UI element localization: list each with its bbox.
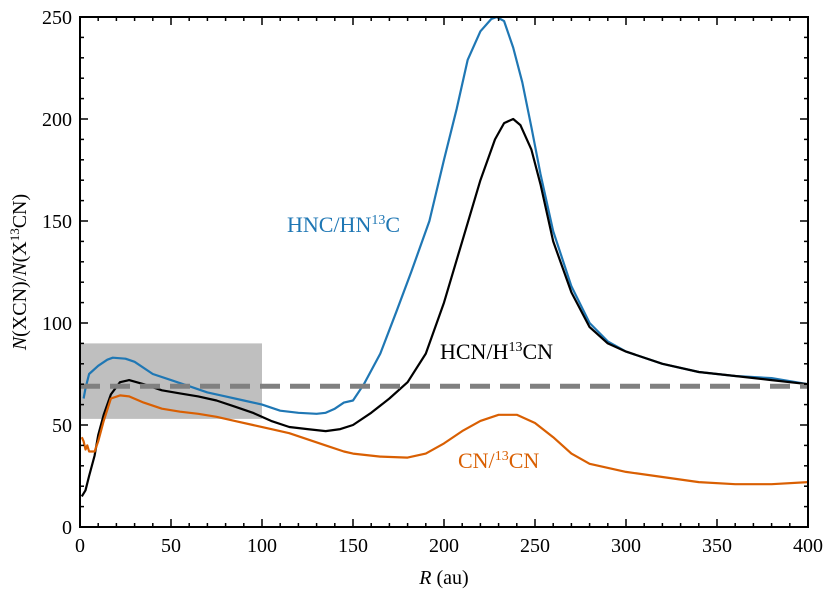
y-tick-label: 0	[62, 517, 72, 539]
y-tick-label: 50	[52, 415, 72, 437]
x-tick-label: 50	[161, 535, 181, 557]
x-tick-label: 0	[75, 535, 85, 557]
y-tick-label: 150	[42, 211, 72, 233]
x-tick-label: 150	[338, 535, 368, 557]
x-tick-label: 250	[520, 535, 550, 557]
x-axis-label: R (au)	[418, 567, 468, 589]
x-tick-label: 100	[247, 535, 277, 557]
x-tick-label: 350	[702, 535, 732, 557]
x-tick-label: 300	[611, 535, 641, 557]
series-line-hnc	[82, 15, 809, 415]
series-line-hcn	[80, 117, 809, 497]
series-line-cn	[80, 394, 809, 486]
label-cn: CN/13CN	[458, 448, 539, 473]
label-hnc: HNC/HN13C	[287, 212, 400, 237]
y-tick-label: 200	[42, 109, 72, 131]
x-tick-label: 400	[793, 535, 823, 557]
plot-frame	[79, 16, 809, 528]
x-tick-label: 200	[429, 535, 459, 557]
y-tick-label: 100	[42, 313, 72, 335]
y-axis-label: N(XCN)/N(X13CN)	[7, 194, 31, 351]
y-tick-label: 250	[42, 7, 72, 29]
label-hcn: HCN/H13CN	[440, 339, 553, 364]
